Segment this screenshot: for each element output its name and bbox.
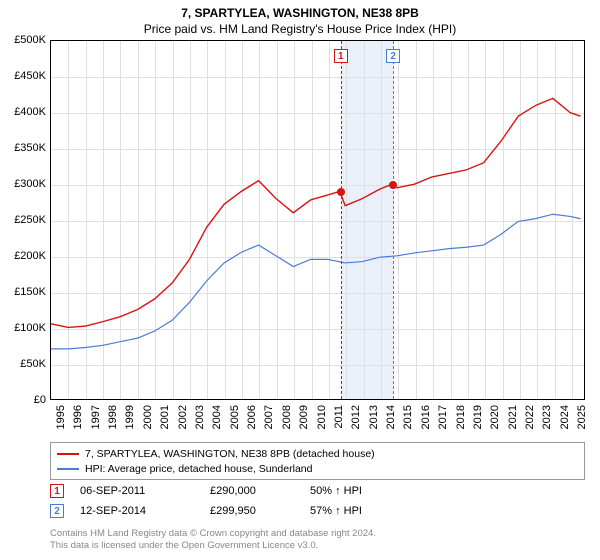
footer-copyright: Contains HM Land Registry data © Crown c…: [50, 528, 585, 540]
sale-row-2: 2 12-SEP-2014 £299,950 57% ↑ HPI: [50, 504, 585, 518]
sale-marker-chart: 1: [334, 49, 348, 63]
sale-dot: [337, 188, 345, 196]
sale-marker-1: 1: [50, 484, 64, 498]
legend-swatch: [57, 468, 79, 470]
sale-dot: [389, 181, 397, 189]
sale-vline: [341, 41, 342, 399]
chart-footer: Contains HM Land Registry data © Crown c…: [50, 528, 585, 552]
sale-price: £299,950: [210, 505, 310, 517]
y-axis-label: £100K: [0, 322, 46, 334]
legend-item: 7, SPARTYLEA, WASHINGTON, NE38 8PB (deta…: [57, 446, 578, 461]
y-axis-label: £0: [0, 394, 46, 406]
sale-vline: [393, 41, 394, 399]
legend-label: HPI: Average price, detached house, Sund…: [85, 463, 312, 475]
y-axis-label: £350K: [0, 142, 46, 154]
chart-lines: [51, 41, 584, 399]
y-axis-label: £150K: [0, 286, 46, 298]
sale-hpi-delta: 57% ↑ HPI: [310, 505, 410, 517]
y-axis-label: £300K: [0, 178, 46, 190]
y-axis-label: £250K: [0, 214, 46, 226]
sale-row-1: 1 06-SEP-2011 £290,000 50% ↑ HPI: [50, 484, 585, 498]
series-property: [51, 98, 581, 327]
y-axis-label: £400K: [0, 106, 46, 118]
series-hpi: [51, 214, 581, 349]
y-axis-label: £450K: [0, 70, 46, 82]
chart-plot-area: 12 1995199619971998199920002001200220032…: [50, 40, 585, 400]
sale-marker-2: 2: [50, 504, 64, 518]
sale-price: £290,000: [210, 485, 310, 497]
legend-swatch: [57, 453, 79, 455]
y-axis-label: £200K: [0, 250, 46, 262]
chart-title-subtitle: Price paid vs. HM Land Registry's House …: [0, 22, 600, 36]
chart-title-address: 7, SPARTYLEA, WASHINGTON, NE38 8PB: [0, 6, 600, 20]
legend-label: 7, SPARTYLEA, WASHINGTON, NE38 8PB (deta…: [85, 448, 375, 460]
sale-marker-chart: 2: [386, 49, 400, 63]
footer-licence: This data is licensed under the Open Gov…: [50, 540, 585, 552]
sale-date: 12-SEP-2014: [80, 505, 210, 517]
y-axis-label: £500K: [0, 34, 46, 46]
sale-hpi-delta: 50% ↑ HPI: [310, 485, 410, 497]
chart-legend: 7, SPARTYLEA, WASHINGTON, NE38 8PB (deta…: [50, 442, 585, 480]
legend-item: HPI: Average price, detached house, Sund…: [57, 461, 578, 476]
sale-date: 06-SEP-2011: [80, 485, 210, 497]
y-axis-label: £50K: [0, 358, 46, 370]
